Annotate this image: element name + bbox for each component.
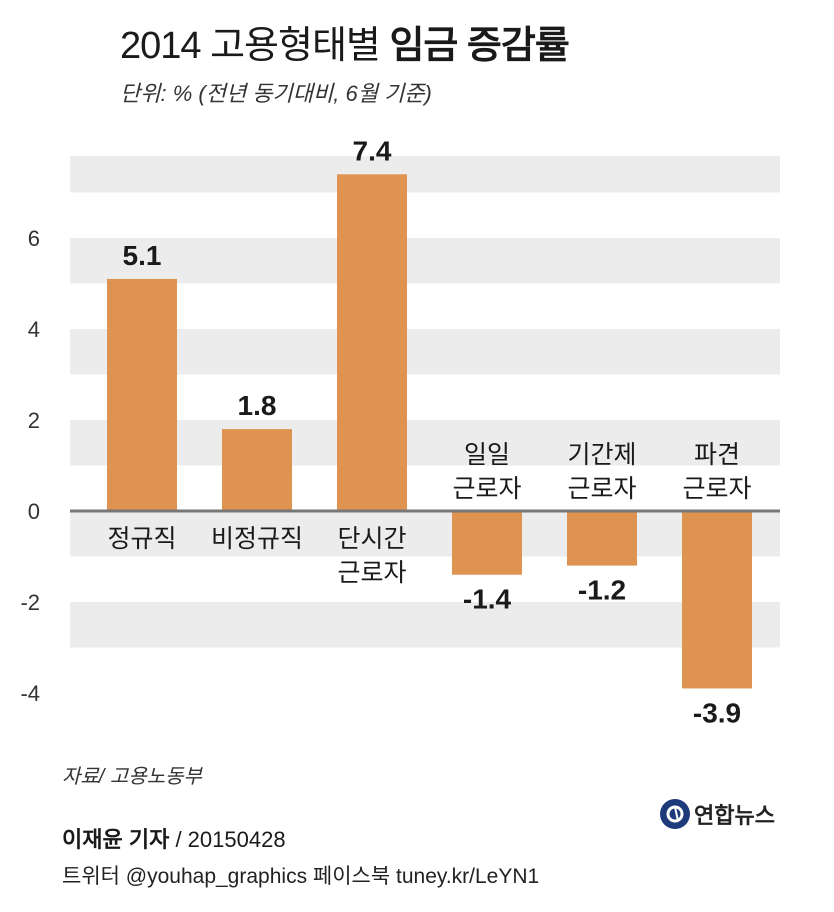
y-tick--4: -4: [20, 681, 40, 706]
category-label-3-0: 일일: [464, 441, 510, 469]
y-tick-4: 4: [28, 317, 40, 342]
y-tick-2: 2: [28, 408, 40, 433]
grid-band: [70, 156, 780, 193]
grid-band: [70, 420, 780, 466]
bar-chart: 6 4 2 0 -2 -4 5.1 1.8 7.4 -1.4 -1.2 -3.9 정규직 비정규직 단시…: [20, 135, 780, 728]
value-label-0: 5.1: [123, 240, 162, 271]
grid-band: [70, 329, 780, 375]
logo-text: 연합뉴스: [694, 803, 775, 828]
y-tick-labels: 6 4 2 0 -2 -4: [20, 226, 40, 706]
chart-subtitle: 단위: % (전년 동기대비, 6월 기준): [120, 81, 432, 106]
bar-3: [452, 511, 522, 575]
category-label-4-1: 근로자: [567, 475, 636, 503]
title-bold: 임금 증감률: [389, 25, 569, 67]
grid-band: [70, 511, 780, 557]
value-label-5: -3.9: [693, 697, 741, 728]
category-label-2-0: 단시간: [337, 525, 406, 553]
title-light: 2014 고용형태별: [120, 25, 390, 67]
bar-5: [682, 511, 752, 689]
value-label-3: -1.4: [463, 584, 512, 615]
bar-0: [107, 278, 177, 511]
category-label-2-1: 근로자: [337, 559, 406, 587]
category-label-5-1: 근로자: [682, 475, 751, 503]
value-label-2: 7.4: [353, 135, 392, 166]
category-label-4-0: 기간제: [567, 441, 636, 469]
yonhap-logo: 연합뉴스: [660, 798, 775, 830]
bars: [107, 174, 752, 689]
grid-bands: [70, 156, 780, 648]
grid-band: [70, 602, 780, 648]
yonhap-logo-icon: [660, 799, 690, 829]
y-tick-6: 6: [28, 226, 40, 251]
source-note: 자료/ 고용노동부: [62, 766, 202, 788]
category-label-3-1: 근로자: [452, 475, 521, 503]
reporter-name: 이재윤 기자: [62, 827, 170, 852]
category-label-5-0: 파견: [694, 441, 740, 469]
grid-band: [70, 238, 780, 284]
reporter-date: / 20150428: [169, 827, 286, 852]
y-tick--2: -2: [20, 590, 40, 615]
category-label-1-0: 비정규직: [211, 525, 303, 553]
bar-4: [567, 511, 637, 566]
category-label-0-0: 정규직: [107, 525, 176, 553]
bar-2: [337, 174, 407, 512]
social-links: 트위터 @youhap_graphics 페이스북 tuney.kr/LeYN1: [62, 865, 540, 888]
y-tick-0: 0: [28, 499, 40, 524]
value-label-4: -1.2: [578, 575, 626, 606]
value-label-1: 1.8: [238, 390, 277, 421]
value-labels: 5.1 1.8 7.4 -1.4 -1.2 -3.9: [123, 135, 742, 728]
chart-title: 2014 고용형태별 임금 증감률: [120, 14, 570, 69]
reporter-line: 이재윤 기자 / 20150428: [62, 822, 286, 854]
bar-1: [222, 429, 292, 511]
